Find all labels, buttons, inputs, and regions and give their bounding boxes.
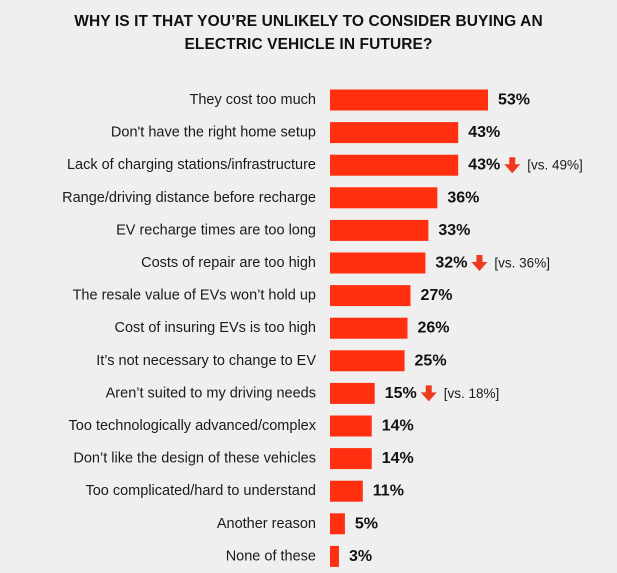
value-label: 14% <box>382 450 414 467</box>
bar <box>330 545 339 567</box>
comparison-label: [vs. 18%] <box>444 386 500 401</box>
category-label: Lack of charging stations/infrastructure <box>67 157 316 173</box>
down-arrow-icon <box>504 157 521 174</box>
category-label: None of these <box>226 548 316 564</box>
bar <box>330 187 438 209</box>
category-label: EV recharge times are too long <box>116 222 316 238</box>
value-label: 3% <box>349 548 372 565</box>
value-label: 14% <box>382 418 414 435</box>
category-label: It’s not necessary to change to EV <box>96 353 316 369</box>
value-label: 33% <box>438 222 470 239</box>
category-label: Don’t like the design of these vehicles <box>73 451 316 467</box>
value-label: 25% <box>415 352 447 369</box>
category-label: Costs of repair are too high <box>141 255 316 271</box>
value-label: 26% <box>418 320 450 337</box>
bar <box>330 480 363 502</box>
bar <box>330 89 488 111</box>
value-label: 53% <box>498 92 530 109</box>
category-label: Aren’t suited to my driving needs <box>106 385 316 401</box>
category-label: They cost too much <box>189 92 316 108</box>
value-label: 15% <box>385 385 417 402</box>
category-label: Too technologically advanced/complex <box>69 418 317 434</box>
category-label: Cost of insuring EVs is too high <box>115 320 317 336</box>
bar <box>330 382 375 404</box>
value-label: 5% <box>355 515 378 532</box>
bar <box>330 350 405 372</box>
value-label: 36% <box>447 189 479 206</box>
down-arrow-icon <box>471 255 488 271</box>
bar <box>330 415 372 437</box>
chart-title: WHY IS IT THAT YOU’RE UNLIKELY TO CONSID… <box>0 10 617 56</box>
category-label: The resale value of EVs won’t hold up <box>73 288 316 304</box>
bar <box>330 219 429 241</box>
bar <box>330 252 426 274</box>
down-arrow-icon <box>420 385 437 402</box>
value-label: 32% <box>435 255 467 272</box>
value-label: 27% <box>420 287 452 304</box>
bar <box>330 513 345 535</box>
value-label: 43% <box>468 124 500 141</box>
value-label: 11% <box>373 483 404 500</box>
comparison-label: [vs. 49%] <box>527 158 583 173</box>
category-label: Don't have the right home setup <box>111 125 316 141</box>
chart-title-line-1: WHY IS IT THAT YOU’RE UNLIKELY TO CONSID… <box>74 13 543 30</box>
category-label: Range/driving distance before recharge <box>62 190 316 206</box>
chart-title-line-2: ELECTRIC VEHICLE IN FUTURE? <box>184 36 433 53</box>
category-label: Too complicated/hard to understand <box>85 483 316 499</box>
bar <box>330 285 411 307</box>
bar <box>330 317 408 339</box>
category-label: Another reason <box>217 516 316 532</box>
bar <box>330 122 459 144</box>
bar <box>330 448 372 470</box>
comparison-label: [vs. 36%] <box>494 256 550 271</box>
bar <box>330 154 459 176</box>
value-label: 43% <box>468 157 500 174</box>
